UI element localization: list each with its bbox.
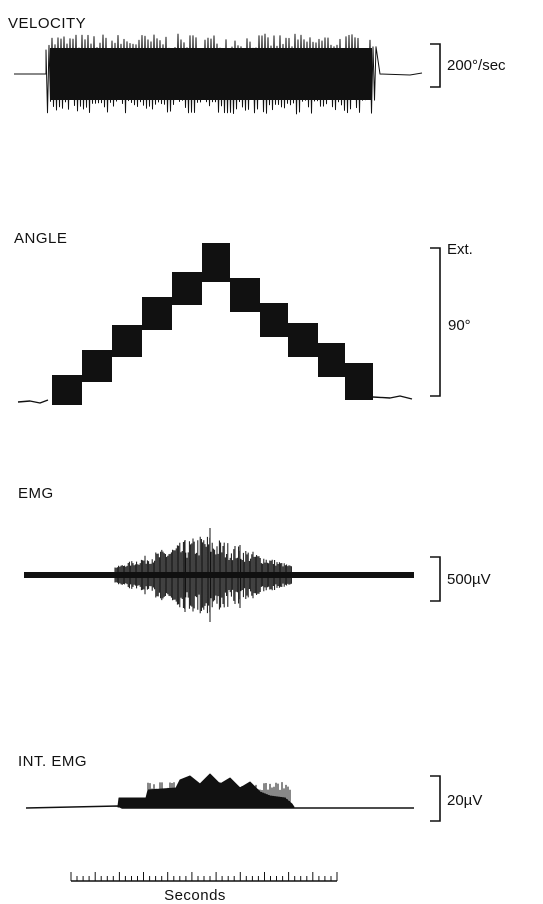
angle-step-8 [260,303,288,337]
angle-label: ANGLE [14,230,67,247]
emg-label: EMG [18,485,54,502]
velocity-scale-label: 200°/sec [447,57,506,74]
time-tick-marks [70,872,338,881]
emg-spikes [184,528,241,622]
int-emg-trace [25,773,414,809]
angle-step-7 [230,278,260,312]
emg-panel: EMG 500µV [18,485,491,622]
angle-scale-bar [430,247,441,397]
int-emg-panel: INT. EMG 20µV [18,753,482,822]
time-axis-label: Seconds [164,887,226,904]
int-emg-scale-bar [430,775,441,822]
angle-scale-label: 90° [448,317,471,334]
velocity-envelope [50,48,372,100]
velocity-panel: VELOCITY 200°/sec [8,15,506,115]
angle-baseline-left [17,399,49,404]
angle-step-3 [112,325,142,357]
angle-step-6 [202,243,230,282]
angle-trace [17,243,413,405]
velocity-label: VELOCITY [8,15,86,32]
time-axis: Seconds [70,872,338,904]
angle-baseline-right [372,395,413,400]
emg-trace [24,528,414,622]
int-emg-label: INT. EMG [18,753,87,770]
angle-step-1 [52,375,82,405]
int-emg-scale-label: 20µV [447,792,482,809]
angle-scale-top-label: Ext. [447,241,473,258]
angle-step-11 [345,363,373,400]
angle-step-10 [318,343,345,377]
angle-step-5 [172,272,202,305]
angle-step-9 [288,323,318,357]
velocity-trace [14,33,423,115]
velocity-scale-bar [430,43,441,88]
emg-burst [114,536,292,614]
emg-scale-bar [430,556,441,602]
angle-step-2 [82,350,112,382]
int-emg-texture [147,782,291,806]
emg-scale-label: 500µV [447,571,491,588]
angle-panel: ANGLE Ext. 90° [14,230,473,405]
time-axis-ticks [70,872,338,881]
angle-step-4 [142,297,172,330]
